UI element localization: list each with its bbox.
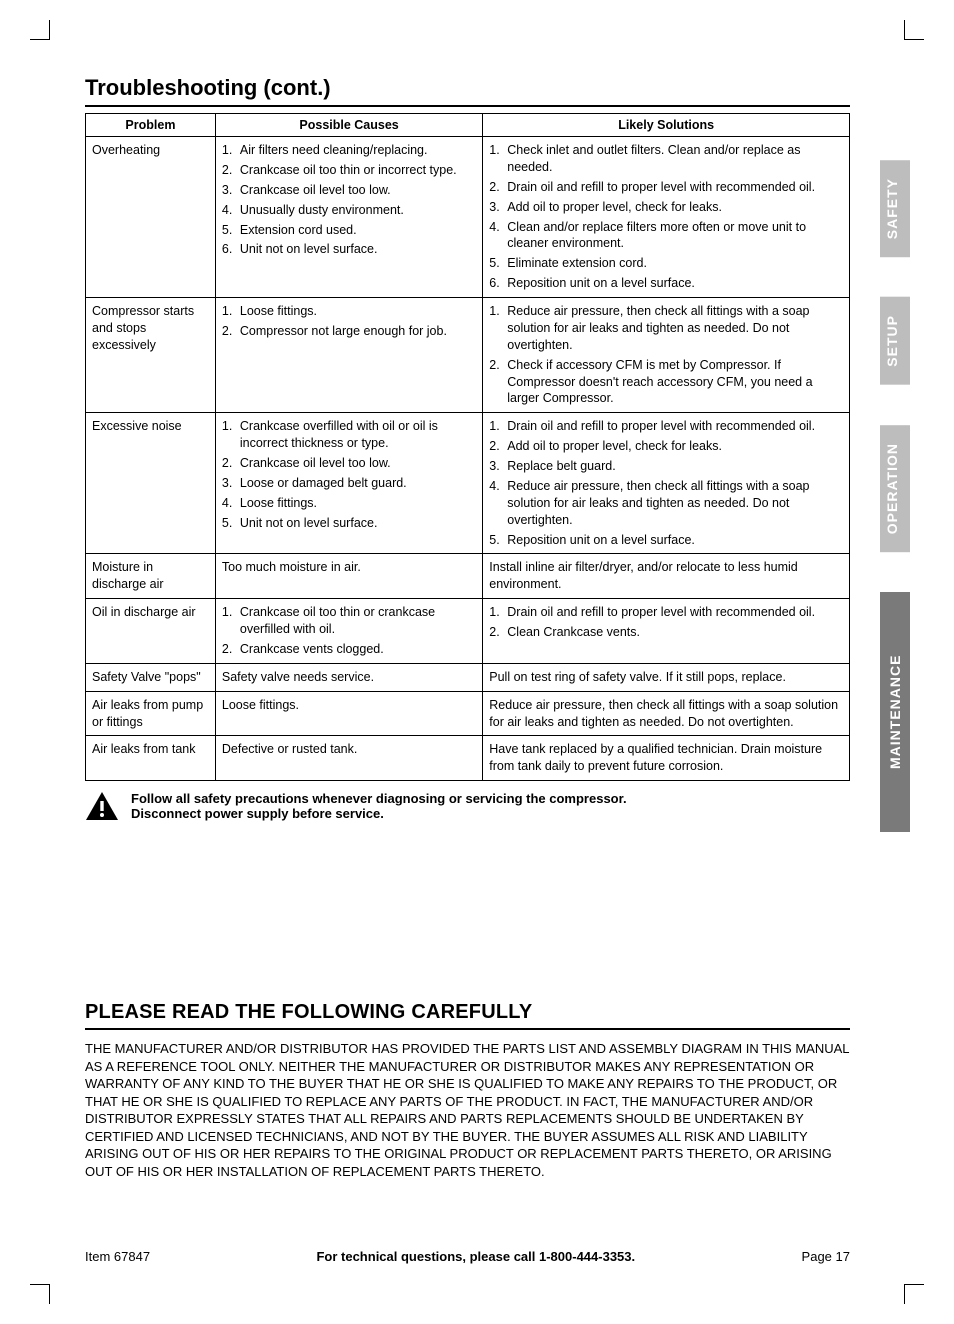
cell-problem: Oil in discharge air [86,599,216,664]
page-content: Troubleshooting (cont.) Problem Possible… [85,75,850,1181]
warning-block: Follow all safety precautions whenever d… [85,791,850,821]
cell-solutions: Reduce air pressure, then check all fitt… [483,691,850,736]
cell-solutions: Install inline air filter/dryer, and/or … [483,554,850,599]
cell-problem: Moisture in discharge air [86,554,216,599]
warning-text: Follow all safety precautions whenever d… [131,791,627,821]
read-carefully-title: PLEASE READ THE FOLLOWING CAREFULLY [85,1001,850,1030]
header-problem: Problem [86,114,216,137]
cell-problem: Excessive noise [86,413,216,554]
cell-causes: Too much moisture in air. [215,554,482,599]
tab-setup[interactable]: SETUP [880,297,910,385]
footer-page: Page 17 [802,1249,850,1264]
table-row: Compressor starts and stops excessively1… [86,298,850,413]
disclaimer-text: THE MANUFACTURER AND/OR DISTRIBUTOR HAS … [85,1040,850,1180]
cell-problem: Air leaks from tank [86,736,216,781]
tab-safety[interactable]: SAFETY [880,160,910,257]
footer-phone: For technical questions, please call 1-8… [316,1249,635,1264]
cell-problem: Air leaks from pump or fittings [86,691,216,736]
cell-causes: Defective or rusted tank. [215,736,482,781]
cell-causes: 1.Crankcase oil too thin or crankcase ov… [215,599,482,664]
cell-causes: Safety valve needs service. [215,663,482,691]
table-row: Air leaks from pump or fittingsLoose fit… [86,691,850,736]
footer-item: Item 67847 [85,1249,150,1264]
warning-line-2: Disconnect power supply before service. [131,806,627,821]
cell-solutions: 1.Reduce air pressure, then check all fi… [483,298,850,413]
table-row: Moisture in discharge airToo much moistu… [86,554,850,599]
table-row: Oil in discharge air1.Crankcase oil too … [86,599,850,664]
warning-icon [85,791,119,821]
cell-solutions: Have tank replaced by a qualified techni… [483,736,850,781]
section-title: Troubleshooting (cont.) [85,75,850,107]
cell-causes: 1.Air filters need cleaning/replacing.2.… [215,137,482,298]
cell-causes: Loose fittings. [215,691,482,736]
cell-problem: Compressor starts and stops excessively [86,298,216,413]
table-row: Air leaks from tankDefective or rusted t… [86,736,850,781]
cell-causes: 1.Crankcase overfilled with oil or oil i… [215,413,482,554]
troubleshooting-table: Problem Possible Causes Likely Solutions… [85,113,850,781]
table-row: Safety Valve "pops"Safety valve needs se… [86,663,850,691]
header-solutions: Likely Solutions [483,114,850,137]
warning-line-1: Follow all safety precautions whenever d… [131,791,627,806]
tab-operation[interactable]: OPERATION [880,425,910,552]
table-header-row: Problem Possible Causes Likely Solutions [86,114,850,137]
cell-solutions: 1.Drain oil and refill to proper level w… [483,599,850,664]
cell-problem: Safety Valve "pops" [86,663,216,691]
table-row: Excessive noise1.Crankcase overfilled wi… [86,413,850,554]
cell-causes: 1.Loose fittings.2.Compressor not large … [215,298,482,413]
cell-solutions: Pull on test ring of safety valve. If it… [483,663,850,691]
cell-solutions: 1.Check inlet and outlet filters. Clean … [483,137,850,298]
side-tabs: SAFETY SETUP OPERATION MAINTENANCE [880,160,910,832]
table-row: Overheating1.Air filters need cleaning/r… [86,137,850,298]
tab-maintenance[interactable]: MAINTENANCE [880,592,910,832]
cell-solutions: 1.Drain oil and refill to proper level w… [483,413,850,554]
header-causes: Possible Causes [215,114,482,137]
cell-problem: Overheating [86,137,216,298]
page-footer: Item 67847 For technical questions, plea… [85,1249,850,1264]
